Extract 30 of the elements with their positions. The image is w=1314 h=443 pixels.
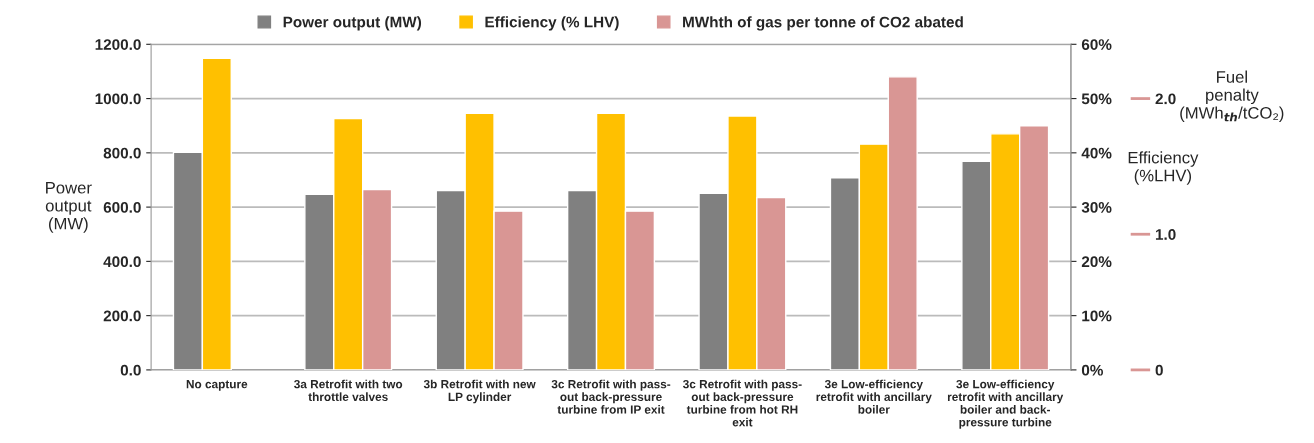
y2-tick-label: 10% <box>1082 310 1112 322</box>
legend-label: Efficiency (% LHV) <box>485 16 619 31</box>
x-tick-label: 3e Low-efficiency retrofit with ancillary boiler and back- pressure turbine <box>947 379 1064 429</box>
y-tick-label: 400.0 <box>103 256 141 268</box>
y-tick-label: 0.0 <box>120 364 141 376</box>
y2-tick-label: 50% <box>1081 93 1112 105</box>
y3-axis-title: Fuel penalty (MWh$_{th}$/tCO₂) <box>1180 70 1284 123</box>
y-tick-label: 1000.0 <box>95 93 141 105</box>
y3-tick-label: 1.0 <box>1155 229 1176 240</box>
y2-tick-label: 60% <box>1081 39 1112 50</box>
y3-tick-label: 2.0 <box>1155 93 1176 105</box>
y-tick-label: 200.0 <box>103 310 141 322</box>
x-tick-label: No capture <box>186 380 248 391</box>
x-tick-label: 3c Retrofit with pass- out back-pressure turbine from hot RH exit <box>682 379 802 427</box>
y3-tick-label: 0 <box>1155 364 1163 376</box>
y2-tick-label: 0% <box>1081 364 1104 376</box>
y2-tick-label: 30% <box>1081 201 1112 213</box>
y2-tick-label: 20% <box>1081 256 1112 268</box>
y-tick-label: 800.0 <box>103 147 141 159</box>
y-tick-label: 600.0 <box>103 201 141 213</box>
y2-tick-label: 40% <box>1081 147 1112 159</box>
y-axis-title: Power output (MW) <box>45 181 92 233</box>
x-tick-label: 3a Retrofit with two throttle valves <box>294 379 403 402</box>
legend-label: MWhth of gas per tonne of CO2 abated <box>683 16 963 31</box>
y2-axis-title: Efficiency (%LHV) <box>1128 151 1199 185</box>
x-tick-label: 3c Retrofit with pass- out back-pressure turbine from IP exit <box>551 379 671 414</box>
x-tick-label: 3b Retrofit with new LP cylinder <box>423 379 536 404</box>
x-tick-label: 3e Low-efficiency retrofit with ancillary boiler <box>816 379 932 414</box>
legend-label: Power output (MW) <box>283 16 422 31</box>
y-tick-label: 1200.0 <box>95 39 141 50</box>
